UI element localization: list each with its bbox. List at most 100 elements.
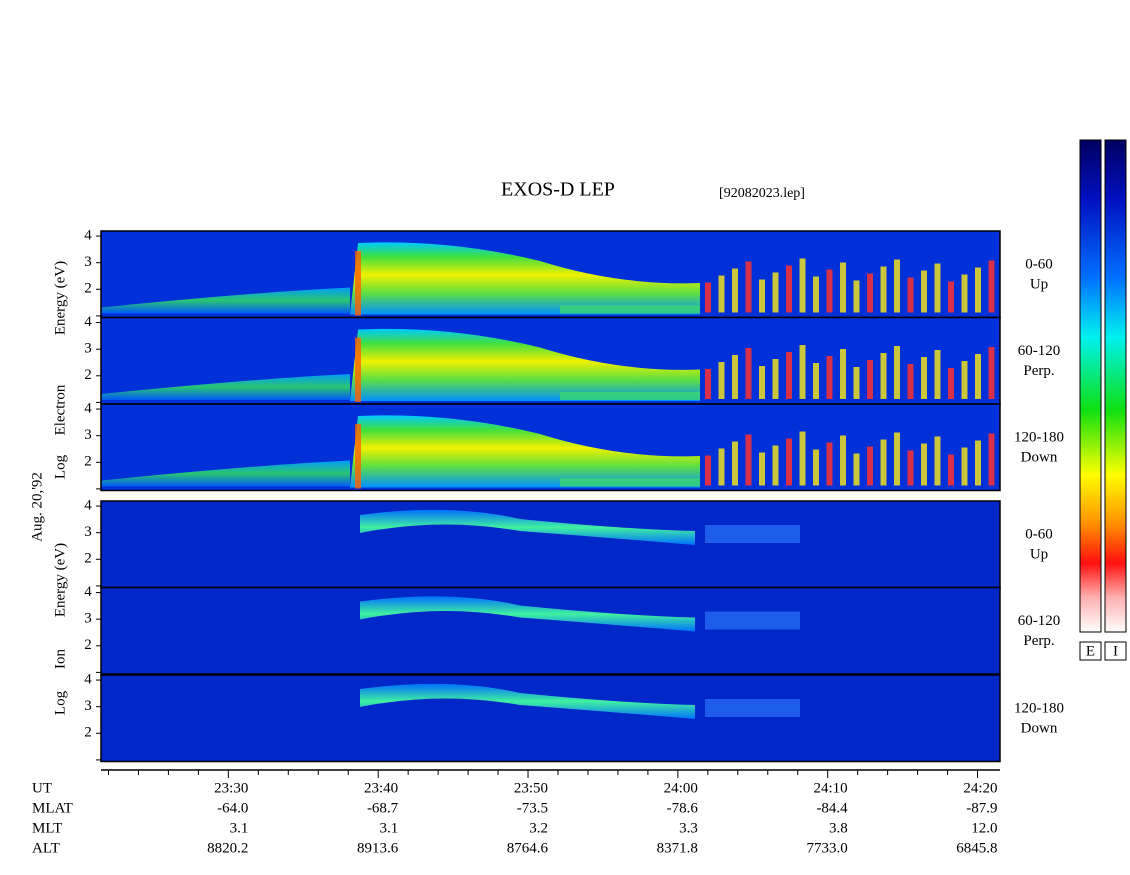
y-tick-label: 3 [84, 254, 92, 270]
ephemeris-value: -84.4 [816, 800, 848, 816]
burst [880, 439, 887, 486]
burst [921, 443, 927, 486]
channel-direction: Perp. [1023, 633, 1054, 649]
color-bar-label: E [1086, 643, 1095, 659]
ephemeris-value: -87.9 [966, 800, 997, 816]
y-tick-label: 2 [84, 551, 92, 567]
burst [934, 350, 941, 399]
ephemeris-value: 6845.8 [956, 840, 997, 856]
burst [975, 440, 981, 486]
color-bar [1079, 139, 1102, 633]
ion-band [360, 596, 695, 632]
y-axis-label: Energy (eV) [52, 261, 68, 335]
y-tick-label: 3 [84, 341, 92, 357]
hot-plasma-region [350, 242, 700, 315]
hot-plasma-region [350, 415, 700, 488]
burst [894, 259, 900, 313]
color-bar-label-box [1104, 641, 1127, 661]
burst [732, 441, 738, 486]
channel-direction: Down [1021, 449, 1058, 465]
channel-range: 60-120 [1018, 343, 1061, 359]
channel-direction: Up [1030, 276, 1048, 292]
burst [907, 277, 914, 313]
burst [867, 360, 873, 399]
burst [894, 346, 900, 399]
channel-direction: Up [1030, 546, 1048, 562]
ephemeris-value: 8820.2 [207, 840, 248, 856]
y-tick-label: 2 [84, 367, 92, 383]
burst [921, 357, 927, 399]
spectrogram-panel [100, 316, 1001, 405]
ephemeris-value: 3.8 [829, 820, 848, 836]
burst [853, 453, 860, 486]
bottom-band [560, 478, 700, 487]
ephemeris-label: MLAT [32, 800, 73, 816]
onset-line [355, 424, 361, 489]
burst [772, 272, 779, 313]
burst [853, 367, 860, 399]
ephemeris-value: 3.1 [230, 820, 249, 836]
ion-band [360, 683, 695, 719]
ephemeris-label: ALT [32, 840, 60, 856]
burst [813, 449, 819, 486]
y-axis-label: Log [52, 690, 68, 715]
weak-band [705, 611, 800, 630]
ephemeris-value: 8371.8 [657, 840, 698, 856]
burst [826, 356, 833, 399]
spectrogram-panel [100, 500, 1001, 589]
ephemeris-value: -73.5 [517, 800, 548, 816]
burst [840, 262, 846, 313]
panel-background [101, 501, 1000, 588]
burst [799, 345, 806, 399]
title: EXOS-D LEP [501, 179, 615, 201]
ephemeris-label: MLT [32, 820, 62, 836]
burst [813, 276, 819, 313]
burst [934, 436, 941, 486]
burst [718, 362, 725, 399]
low-energy-band [101, 460, 350, 487]
ephemeris-value: 12.0 [971, 820, 997, 836]
color-bar-label: I [1113, 643, 1118, 659]
ephemeris-value: -68.7 [367, 800, 399, 816]
ephemeris-value: 3.2 [529, 820, 548, 836]
burst [705, 369, 711, 399]
x-tick-label: 24:20 [963, 780, 997, 796]
ephemeris-value: 3.3 [679, 820, 698, 836]
ephemeris-value: 8913.6 [357, 840, 399, 856]
channel-range: 0-60 [1025, 526, 1053, 542]
burst [745, 261, 752, 313]
spectrogram-panel [100, 674, 1001, 763]
burst [948, 368, 954, 399]
y-tick-label: 4 [84, 497, 92, 513]
burst [867, 446, 873, 486]
low-energy-band [101, 374, 350, 400]
date-label: Aug. 20,'92 [29, 472, 45, 542]
burst [826, 269, 833, 313]
burst [988, 347, 995, 399]
burst [759, 279, 765, 313]
burst [745, 348, 752, 399]
hot-plasma-region [350, 328, 700, 401]
burst [840, 349, 846, 399]
x-tick-label: 24:10 [814, 780, 848, 796]
ephemeris-label: UT [32, 780, 52, 796]
burst [880, 266, 887, 313]
burst [948, 281, 954, 313]
color-bar-label-box [1079, 641, 1102, 661]
y-tick-label: 2 [84, 281, 92, 297]
file-name: [92082023.lep] [719, 186, 805, 201]
spectrogram-panel [100, 230, 1001, 319]
panel-frame [100, 586, 1001, 675]
burst [759, 366, 765, 399]
burst [813, 363, 819, 399]
channel-range: 120-180 [1014, 429, 1064, 445]
onset-line [355, 337, 361, 402]
color-bar [1104, 139, 1127, 633]
x-tick-label: 24:00 [664, 780, 698, 796]
burst [907, 450, 914, 486]
burst [975, 267, 981, 313]
y-tick-label: 3 [84, 611, 92, 627]
channel-range: 120-180 [1014, 700, 1064, 716]
burst [853, 280, 860, 313]
y-tick-label: 4 [84, 400, 92, 416]
